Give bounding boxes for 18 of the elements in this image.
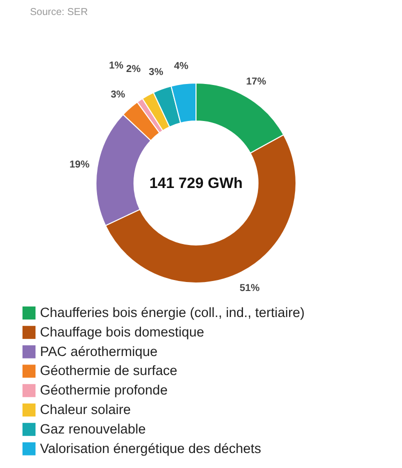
legend-label: Valorisation énergétique des déchets	[40, 440, 262, 456]
data-label: 3%	[110, 89, 126, 100]
data-label: 2%	[126, 64, 141, 76]
legend-label: Chaufferies bois énergie (coll., ind., tertiaire)	[40, 305, 305, 320]
data-label: 51%	[240, 283, 260, 294]
legend-label: Gaz renouvelable	[40, 421, 146, 436]
legend-label: Chauffage bois domestique	[40, 324, 204, 340]
legend-label: Géothermie profonde	[40, 382, 168, 398]
data-label: 3%	[148, 66, 164, 78]
legend-label: Chaleur solaire	[40, 402, 131, 417]
data-label: 1%	[108, 60, 124, 72]
data-label: 17%	[246, 76, 266, 88]
data-label: 4%	[174, 60, 189, 72]
source-note: Source: SER	[30, 7, 88, 18]
data-label: 19%	[69, 160, 90, 171]
text: 141 729 GWh	[149, 175, 243, 192]
legend-label: PAC aérothermique	[40, 344, 158, 359]
legend-label: Géothermie de surface	[40, 363, 178, 378]
